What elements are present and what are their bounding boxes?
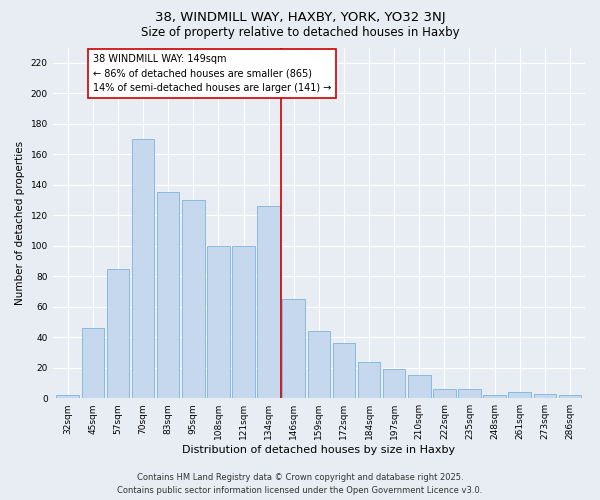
- Text: 38, WINDMILL WAY, HAXBY, YORK, YO32 3NJ: 38, WINDMILL WAY, HAXBY, YORK, YO32 3NJ: [155, 11, 445, 24]
- Bar: [408, 376, 431, 398]
- Bar: [283, 299, 305, 398]
- Bar: [484, 395, 506, 398]
- Bar: [358, 362, 380, 398]
- Bar: [82, 328, 104, 398]
- Text: Size of property relative to detached houses in Haxby: Size of property relative to detached ho…: [140, 26, 460, 39]
- Text: 38 WINDMILL WAY: 149sqm
← 86% of detached houses are smaller (865)
14% of semi-d: 38 WINDMILL WAY: 149sqm ← 86% of detache…: [93, 54, 331, 93]
- Bar: [559, 395, 581, 398]
- Bar: [257, 206, 280, 398]
- Bar: [56, 395, 79, 398]
- Bar: [308, 331, 330, 398]
- X-axis label: Distribution of detached houses by size in Haxby: Distribution of detached houses by size …: [182, 445, 455, 455]
- Bar: [433, 389, 455, 398]
- Bar: [332, 344, 355, 398]
- Bar: [508, 392, 531, 398]
- Bar: [458, 389, 481, 398]
- Text: Contains HM Land Registry data © Crown copyright and database right 2025.
Contai: Contains HM Land Registry data © Crown c…: [118, 474, 482, 495]
- Bar: [232, 246, 255, 398]
- Bar: [157, 192, 179, 398]
- Bar: [107, 268, 129, 398]
- Bar: [533, 394, 556, 398]
- Y-axis label: Number of detached properties: Number of detached properties: [15, 141, 25, 305]
- Bar: [207, 246, 230, 398]
- Bar: [132, 139, 154, 398]
- Bar: [182, 200, 205, 398]
- Bar: [383, 369, 406, 398]
